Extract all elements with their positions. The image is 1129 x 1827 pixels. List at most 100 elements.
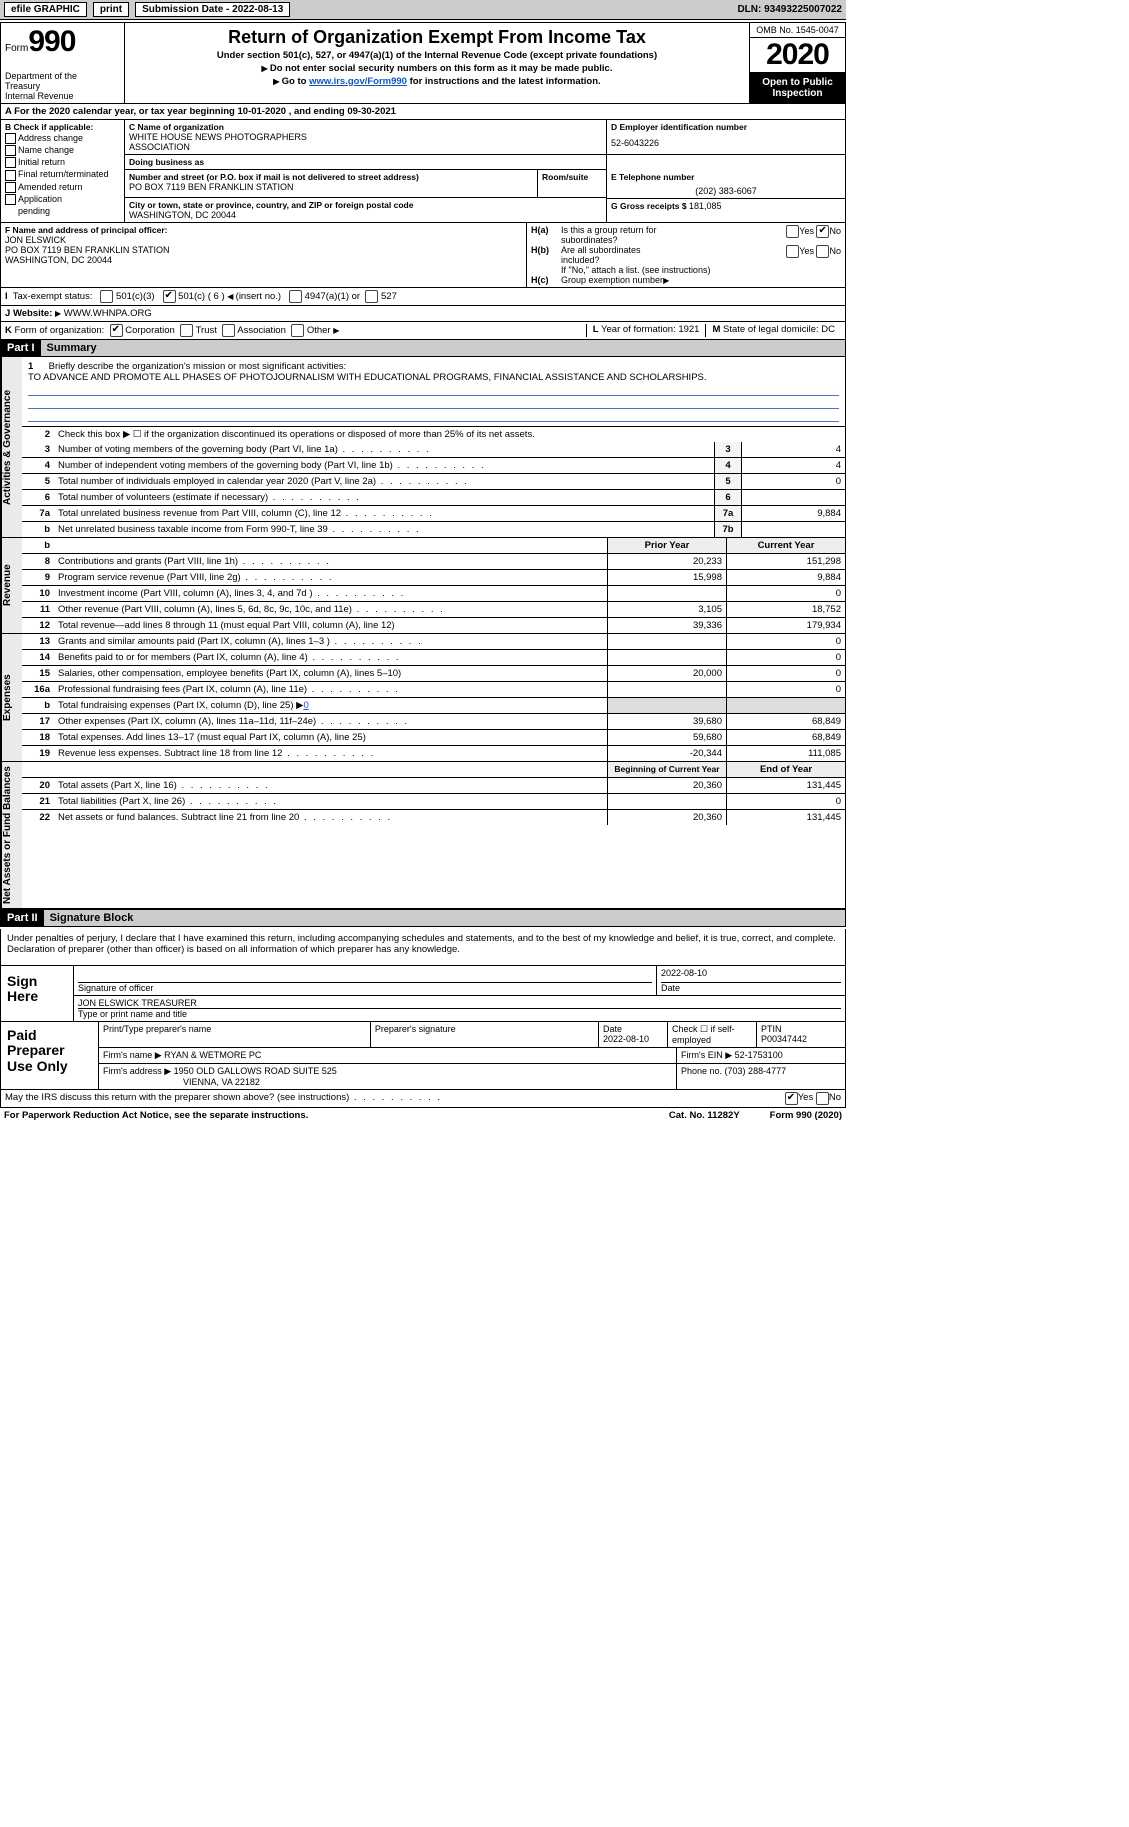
line-19-prior: -20,344	[607, 746, 726, 761]
dept-treasury: Department of the Treasury Internal Reve…	[5, 71, 120, 101]
line-16a-curr: 0	[726, 682, 845, 697]
col-prior-header: Prior Year	[607, 538, 726, 553]
check-name-change[interactable]: Name change	[5, 145, 120, 156]
j-text: Website:	[13, 308, 52, 319]
line-2-text: Check this box ▶ ☐ if the organization d…	[54, 427, 845, 442]
discuss-no-check[interactable]	[816, 1092, 829, 1105]
line-14-num: 14	[22, 650, 54, 665]
firm-phone-value: (703) 288-4777	[725, 1066, 787, 1076]
hb-text2: included?	[561, 255, 600, 265]
check-527[interactable]	[365, 290, 378, 303]
sig-officer-label: Signature of officer	[78, 983, 153, 993]
line-13-num: 13	[22, 634, 54, 649]
line-20-curr: 131,445	[726, 778, 845, 793]
check-app-pending[interactable]: Application	[5, 194, 120, 205]
check-4947[interactable]	[289, 290, 302, 303]
submission-date: Submission Date - 2022-08-13	[135, 2, 290, 17]
l-label: L	[593, 324, 599, 335]
omb-year-block: OMB No. 1545-0047 2020 Open to Public In…	[749, 23, 845, 103]
dba-label: Doing business as	[129, 157, 602, 167]
line-b-num: b	[22, 538, 54, 553]
cat-no: Cat. No. 11282Y	[669, 1110, 740, 1121]
form-title-block: Return of Organization Exempt From Incom…	[125, 23, 749, 103]
line-22-text: Net assets or fund balances. Subtract li…	[54, 810, 607, 825]
check-final-return[interactable]: Final return/terminated	[5, 169, 120, 180]
yes-label: Yes	[799, 246, 814, 256]
line-18-text: Total expenses. Add lines 13–17 (must eq…	[54, 730, 607, 745]
ha-label: H(a)	[531, 225, 561, 245]
dept-line2: Treasury	[5, 81, 40, 91]
check-501c[interactable]	[163, 290, 176, 303]
state-domicile: DC	[821, 324, 835, 335]
line-17-text: Other expenses (Part IX, column (A), lin…	[54, 714, 607, 729]
header-info-block: B Check if applicable: Address change Na…	[0, 120, 846, 223]
form-label: Form	[5, 43, 28, 54]
firm-ein-label: Firm's EIN ▶	[681, 1050, 732, 1060]
firm-addr-label: Firm's address ▶	[103, 1066, 171, 1076]
year-formation: 1921	[678, 324, 699, 335]
declaration-text: Under penalties of perjury, I declare th…	[1, 929, 845, 965]
ha-no-check[interactable]	[816, 225, 829, 238]
efile-label: efile GRAPHIC	[4, 2, 87, 17]
form990-link[interactable]: www.irs.gov/Form990	[309, 76, 407, 87]
activities-governance: Activities & Governance 1 Briefly descri…	[0, 357, 846, 538]
l16b-val-link[interactable]: 0	[303, 700, 308, 711]
line-3-val: 4	[742, 442, 845, 457]
check-amended[interactable]: Amended return	[5, 182, 120, 193]
firm-addr2: VIENNA, VA 22182	[103, 1077, 260, 1087]
cb-label: Name change	[18, 145, 74, 155]
year-begin: 10-01-2020	[238, 106, 287, 117]
form-title: Return of Organization Exempt From Incom…	[131, 27, 743, 48]
gross-receipts: 181,085	[689, 201, 722, 211]
cb-label: Amended return	[18, 182, 83, 192]
line-20-num: 20	[22, 778, 54, 793]
section-i: I Tax-exempt status: 501(c)(3) 501(c) ( …	[0, 288, 846, 306]
check-501c3[interactable]	[100, 290, 113, 303]
line-19-num: 19	[22, 746, 54, 761]
hb-yes-check[interactable]	[786, 245, 799, 258]
ha-yes-check[interactable]	[786, 225, 799, 238]
line-6-box: 6	[714, 490, 742, 505]
check-address-change[interactable]: Address change	[5, 133, 120, 144]
line-21-prior	[607, 794, 726, 809]
blank	[54, 762, 607, 777]
i-text: Tax-exempt status:	[13, 291, 93, 302]
no-label: No	[829, 246, 841, 256]
line-9-prior: 15,998	[607, 570, 726, 585]
mission-text: TO ADVANCE AND PROMOTE ALL PHASES OF PHO…	[28, 372, 707, 383]
hc-text: Group exemption number	[561, 275, 663, 285]
city-label: City or town, state or province, country…	[129, 200, 602, 210]
ha-text2: subordinates?	[561, 235, 618, 245]
top-bar: efile GRAPHIC print Submission Date - 20…	[0, 0, 846, 20]
discuss-yes-check[interactable]	[785, 1092, 798, 1105]
line-7a-val: 9,884	[742, 506, 845, 521]
side-label-exp: Expenses	[1, 634, 22, 761]
line-19-text: Revenue less expenses. Subtract line 18 …	[54, 746, 607, 761]
section-klm: K Form of organization: Corporation Trus…	[0, 322, 846, 340]
prep-date-value: 2022-08-10	[603, 1034, 649, 1044]
sub-date-label: Submission Date -	[142, 4, 232, 15]
opt-527: 527	[381, 291, 397, 302]
check-initial-return[interactable]: Initial return	[5, 157, 120, 168]
section-h: H(a) Is this a group return for subordin…	[527, 223, 845, 287]
expenses-section: Expenses 13 Grants and similar amounts p…	[0, 634, 846, 762]
print-button[interactable]: print	[93, 2, 129, 17]
check-trust[interactable]	[180, 324, 193, 337]
net-assets-section: Net Assets or Fund Balances Beginning of…	[0, 762, 846, 909]
line-16b-curr	[726, 698, 845, 713]
line-14-prior	[607, 650, 726, 665]
part-title: Signature Block	[44, 910, 845, 926]
line-7b-num: b	[22, 522, 54, 537]
check-other[interactable]	[291, 324, 304, 337]
side-label-net: Net Assets or Fund Balances	[1, 762, 22, 908]
line-9-curr: 9,884	[726, 570, 845, 585]
paid-prep-label: Paid Preparer Use Only	[1, 1022, 98, 1089]
hb-no-check[interactable]	[816, 245, 829, 258]
m-text: State of legal domicile:	[723, 324, 821, 335]
discuss-text: May the IRS discuss this return with the…	[5, 1092, 785, 1105]
no-label: No	[829, 1092, 841, 1105]
check-corp[interactable]	[110, 324, 123, 337]
line-21-curr: 0	[726, 794, 845, 809]
check-assoc[interactable]	[222, 324, 235, 337]
firm-ein-value: 52-1753100	[735, 1050, 783, 1060]
